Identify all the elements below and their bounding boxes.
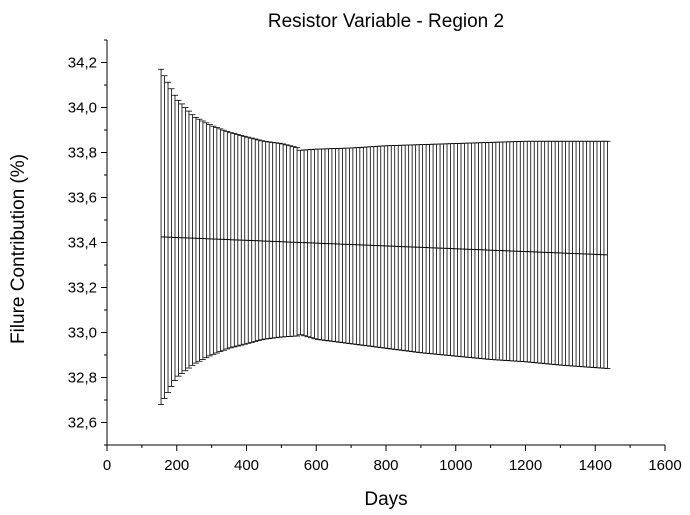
x-tick-label: 1000: [439, 457, 472, 474]
y-tick-label: 34,2: [68, 55, 97, 72]
y-tick-label: 33,8: [68, 145, 97, 162]
y-tick-label: 33,0: [68, 325, 97, 342]
plot-area: [158, 68, 611, 405]
y-tick-label: 34,0: [68, 100, 97, 117]
chart-title: Resistor Variable - Region 2: [268, 11, 504, 32]
x-tick-label: 800: [373, 457, 398, 474]
y-tick-label: 32,8: [68, 370, 97, 387]
x-tick-label: 1600: [648, 457, 681, 474]
series-line: [161, 236, 608, 256]
x-tick-label: 0: [103, 457, 111, 474]
y-tick-label: 32,6: [68, 415, 97, 432]
x-tick-label: 400: [234, 457, 259, 474]
x-tick-label: 600: [304, 457, 329, 474]
y-tick-label: 33,2: [68, 280, 97, 297]
y-tick-label: 33,4: [68, 235, 97, 252]
y-tick-label: 33,6: [68, 190, 97, 207]
x-axis-label: Days: [364, 489, 407, 510]
x-tick-label: 1400: [579, 457, 612, 474]
x-tick-label: 200: [164, 457, 189, 474]
axes: 0 200 400 600 800 1000 1200 1400 1600 32,6 32,8 33,…: [68, 39, 682, 474]
y-axis-label: Filure Contribution (%): [8, 154, 29, 344]
x-tick-label: 1200: [509, 457, 542, 474]
